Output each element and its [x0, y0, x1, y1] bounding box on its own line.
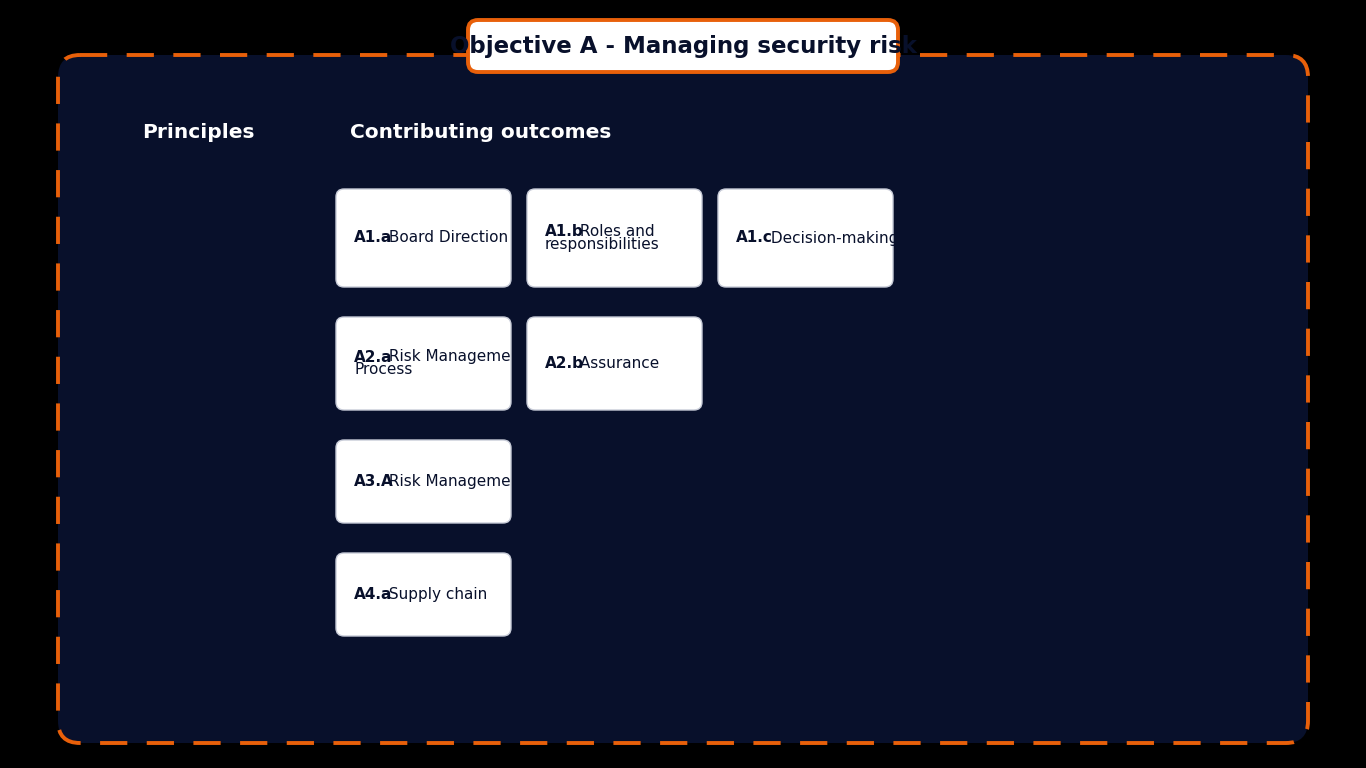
- FancyBboxPatch shape: [527, 317, 702, 410]
- FancyBboxPatch shape: [336, 440, 511, 523]
- Text: A2.b: A2.b: [545, 356, 585, 371]
- FancyBboxPatch shape: [87, 542, 307, 647]
- Text: A3.A: A3.A: [354, 474, 393, 489]
- FancyBboxPatch shape: [322, 429, 1279, 534]
- Text: Roles and: Roles and: [575, 224, 654, 239]
- Text: A4.a: A4.a: [354, 587, 392, 602]
- FancyBboxPatch shape: [469, 20, 897, 72]
- Text: A1.c: A1.c: [736, 230, 773, 246]
- Text: Risk Management: Risk Management: [384, 349, 526, 365]
- Text: A1.b: A1.b: [545, 224, 583, 239]
- FancyBboxPatch shape: [322, 542, 1279, 647]
- FancyBboxPatch shape: [322, 306, 1279, 421]
- FancyBboxPatch shape: [87, 95, 307, 170]
- Text: A2.a: A2.a: [354, 349, 392, 365]
- Text: Supply chain: Supply chain: [384, 587, 488, 602]
- Text: Principles: Principles: [142, 123, 254, 142]
- Text: Process: Process: [354, 362, 413, 378]
- Text: Risk Management: Risk Management: [384, 474, 526, 489]
- Text: Contributing outcomes: Contributing outcomes: [350, 123, 612, 142]
- FancyBboxPatch shape: [336, 317, 511, 410]
- FancyBboxPatch shape: [322, 178, 1279, 298]
- FancyBboxPatch shape: [57, 55, 1309, 743]
- Text: Board Direction: Board Direction: [384, 230, 508, 246]
- Text: Assurance: Assurance: [575, 356, 660, 371]
- Text: Decision-making: Decision-making: [766, 230, 899, 246]
- FancyBboxPatch shape: [336, 189, 511, 287]
- FancyBboxPatch shape: [527, 189, 702, 287]
- FancyBboxPatch shape: [719, 189, 893, 287]
- FancyBboxPatch shape: [322, 95, 1279, 170]
- FancyBboxPatch shape: [87, 306, 307, 421]
- Text: responsibilities: responsibilities: [545, 237, 660, 252]
- FancyBboxPatch shape: [87, 178, 307, 298]
- Text: A1.a: A1.a: [354, 230, 392, 246]
- Text: Objective A - Managing security risk: Objective A - Managing security risk: [449, 35, 917, 58]
- FancyBboxPatch shape: [336, 553, 511, 636]
- FancyBboxPatch shape: [87, 429, 307, 534]
